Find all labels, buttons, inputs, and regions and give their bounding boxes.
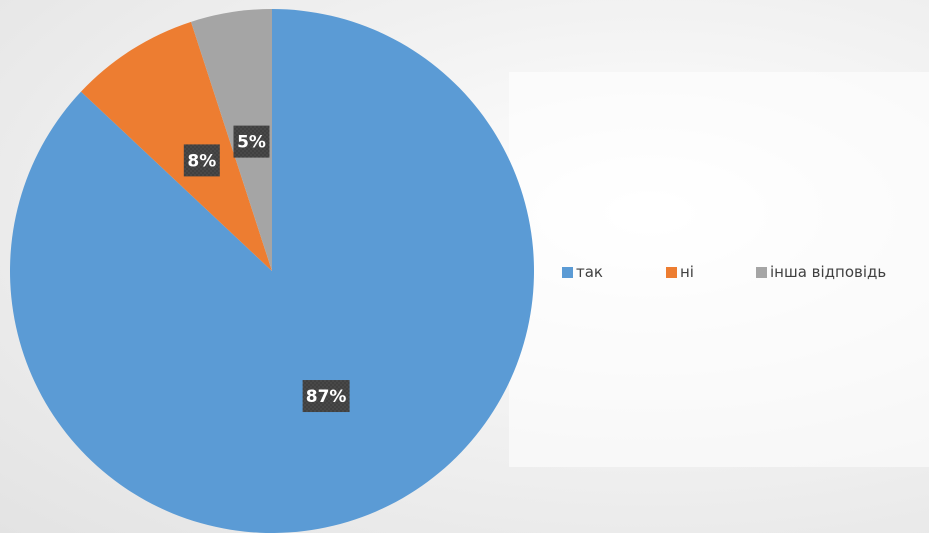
slice-insha xyxy=(191,8,272,271)
legend-item-ni: ні xyxy=(666,261,694,283)
legend-panel xyxy=(509,72,929,467)
data-label-ni-text: 8% xyxy=(187,151,216,171)
legend-swatch-insha xyxy=(756,266,767,278)
legend-item-insha: інша відповідь xyxy=(756,261,886,283)
legend-item-tak: так xyxy=(562,261,603,283)
pie-slices xyxy=(9,8,535,533)
data-label-insha-text: 5% xyxy=(237,133,266,153)
legend-swatch-ni xyxy=(666,266,677,278)
pie-data-labels: 87% 8% 5% xyxy=(183,125,350,413)
data-label-tak-text: 87% xyxy=(306,387,347,407)
legend-label-ni: ні xyxy=(680,263,694,281)
data-label-insha: 5% xyxy=(233,125,270,158)
data-label-ni-box xyxy=(183,144,220,177)
legend-label-tak: так xyxy=(576,263,603,281)
legend: так ні інша відповідь xyxy=(562,261,929,283)
legend-label-insha: інша відповідь xyxy=(770,263,887,281)
data-label-insha-box xyxy=(233,125,270,158)
slice-ni xyxy=(81,21,272,271)
data-label-tak: 87% xyxy=(302,380,350,413)
data-label-ni: 8% xyxy=(183,144,220,177)
data-label-tak-box xyxy=(302,380,350,413)
legend-swatch-tak xyxy=(562,266,573,278)
